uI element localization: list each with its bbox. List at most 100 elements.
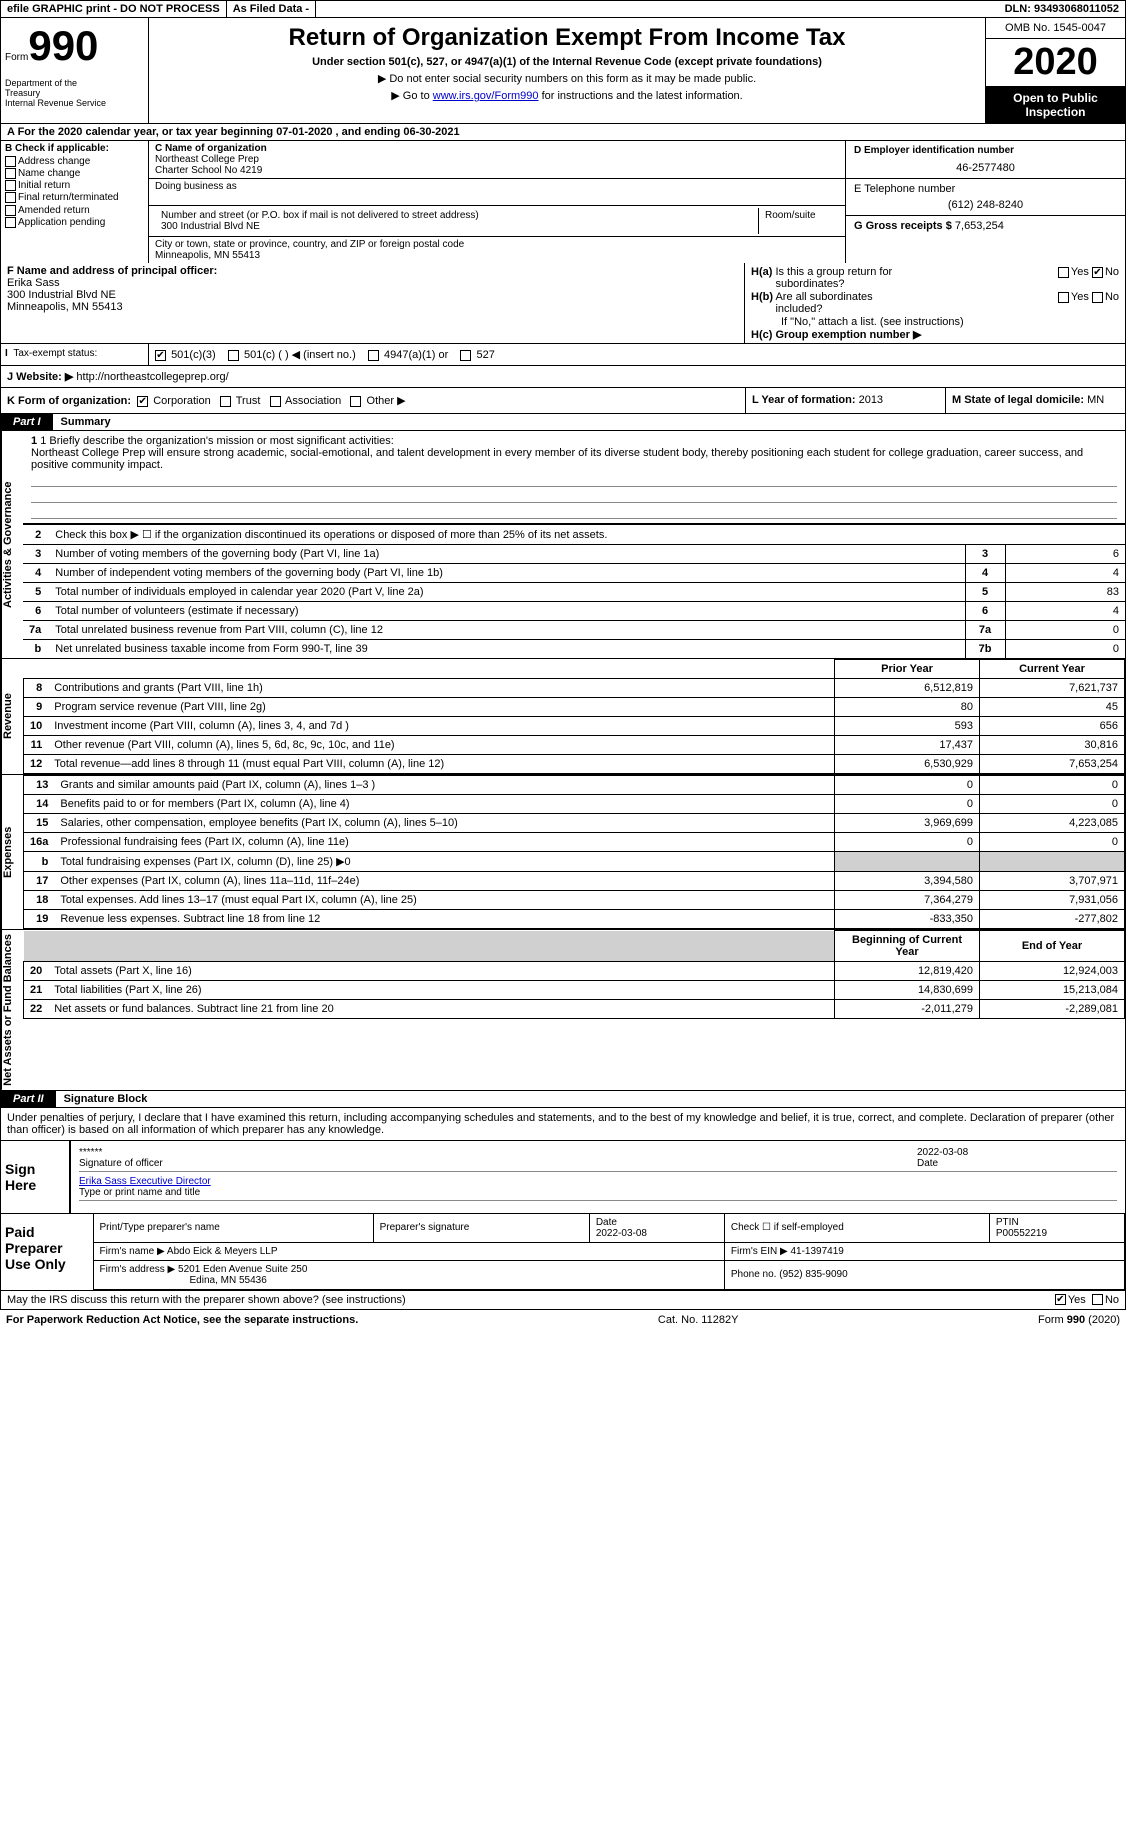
cat-no: Cat. No. 11282Y (658, 1314, 739, 1326)
note-link: ▶ Go to www.irs.gov/Form990 for instruct… (157, 89, 977, 102)
table-row: 20Total assets (Part X, line 16)12,819,4… (24, 962, 1125, 981)
sig-date-label: Date (917, 1158, 1117, 1169)
cb-4947[interactable] (368, 350, 379, 361)
table-row: 7aTotal unrelated business revenue from … (23, 621, 1125, 640)
summary-revenue: Revenue Prior YearCurrent Year 8Contribu… (0, 659, 1126, 775)
hb-line: H(b) Are all subordinates included? Yes … (751, 291, 1119, 315)
as-filed-label: As Filed Data - (227, 1, 316, 17)
table-row: 11Other revenue (Part VIII, column (A), … (24, 736, 1125, 755)
year-block: OMB No. 1545-0047 2020 Open to Public In… (985, 18, 1125, 123)
dba-label: Doing business as (155, 181, 839, 192)
irs-link[interactable]: www.irs.gov/Form990 (433, 90, 539, 102)
preparer-block: Paid Preparer Use Only Print/Type prepar… (0, 1214, 1126, 1291)
ha-yes[interactable] (1058, 267, 1069, 278)
org-name-1: Northeast College Prep (155, 154, 839, 165)
part2-label: Part II (1, 1091, 56, 1107)
cb-name-change[interactable]: Name change (5, 168, 144, 179)
col-b-checkboxes: B Check if applicable: Address change Na… (1, 141, 149, 263)
prep-date-cell: Date2022-03-08 (589, 1214, 724, 1243)
table-row: 22Net assets or fund balances. Subtract … (24, 1000, 1125, 1019)
ein-value: 46-2577480 (854, 162, 1117, 174)
cb-assoc[interactable] (270, 396, 281, 407)
table-row: 6Total number of volunteers (estimate if… (23, 602, 1125, 621)
table-row: 3Number of voting members of the governi… (23, 545, 1125, 564)
preparer-table: Print/Type preparer's name Preparer's si… (94, 1214, 1126, 1290)
discuss-q: May the IRS discuss this return with the… (7, 1294, 1055, 1306)
vlabel-governance: Activities & Governance (1, 431, 23, 658)
sign-here-block: Sign Here ****** Signature of officer 20… (0, 1141, 1126, 1214)
current-year-header: Current Year (980, 660, 1125, 679)
officer-name-label: Type or print name and title (79, 1187, 200, 1198)
row-j-website: J Website: ▶ http://northeastcollegeprep… (0, 366, 1126, 388)
cb-initial-return[interactable]: Initial return (5, 180, 144, 191)
header: Form 990 Department of theTreasuryIntern… (0, 18, 1126, 123)
discuss-yes[interactable] (1055, 1294, 1066, 1305)
vlabel-revenue: Revenue (1, 659, 23, 774)
form-number: 990 (28, 22, 98, 70)
cb-501c3[interactable] (155, 350, 166, 361)
hb-yes[interactable] (1058, 292, 1069, 303)
sig-date: 2022-03-08 (917, 1147, 1117, 1158)
prep-sig-header: Preparer's signature (373, 1214, 589, 1243)
dept-treasury: Department of theTreasuryInternal Revenu… (5, 78, 144, 108)
part1-header: Part I Summary (0, 414, 1126, 431)
cb-other[interactable] (350, 396, 361, 407)
preparer-label: Paid Preparer Use Only (1, 1214, 94, 1290)
dln-value: 93493068011052 (1034, 3, 1119, 15)
table-row: 9Program service revenue (Part VIII, lin… (24, 698, 1125, 717)
dba-cell: Doing business as (149, 179, 845, 206)
col-b-header: B Check if applicable: (5, 143, 144, 154)
cb-final-return[interactable]: Final return/terminated (5, 192, 144, 203)
hb-no[interactable] (1092, 292, 1103, 303)
prep-self-employed: Check ☐ if self-employed (724, 1214, 989, 1243)
dln: DLN: 93493068011052 (999, 1, 1125, 17)
part2-header: Part II Signature Block (0, 1091, 1126, 1108)
table-row: 12Total revenue—add lines 8 through 11 (… (24, 755, 1125, 774)
section-bcd: B Check if applicable: Address change Na… (0, 141, 1126, 263)
netassets-table: Beginning of Current YearEnd of Year 20T… (23, 930, 1125, 1019)
form-label: Form (5, 52, 28, 63)
cb-address-change[interactable]: Address change (5, 156, 144, 167)
cb-pending[interactable]: Application pending (5, 217, 144, 228)
table-row: 18Total expenses. Add lines 13–17 (must … (24, 891, 1125, 910)
discuss-no[interactable] (1092, 1294, 1103, 1305)
top-bar: efile GRAPHIC print - DO NOT PROCESS As … (0, 0, 1126, 18)
room-label: Room/suite (759, 208, 839, 234)
officer-name-link[interactable]: Erika Sass Executive Director (79, 1176, 211, 1187)
form-number-block: Form 990 Department of theTreasuryIntern… (1, 18, 149, 123)
org-name-2: Charter School No 4219 (155, 165, 839, 176)
hb-note: If "No," attach a list. (see instruction… (751, 316, 1119, 328)
line2: Check this box ▶ ☐ if the organization d… (49, 525, 1125, 545)
cb-amended[interactable]: Amended return (5, 205, 144, 216)
website-label: J Website: ▶ (7, 371, 73, 383)
cb-527[interactable] (460, 350, 471, 361)
cb-trust[interactable] (220, 396, 231, 407)
phone-label: E Telephone number (854, 183, 1117, 195)
prep-name-header: Print/Type preparer's name (94, 1214, 374, 1243)
omb-number: OMB No. 1545-0047 (986, 18, 1125, 39)
city-value: Minneapolis, MN 55413 (155, 250, 839, 261)
col-h-group: H(a) Is this a group return for subordin… (745, 263, 1125, 343)
firm-ein-cell: Firm's EIN ▶ 41-1397419 (724, 1242, 1124, 1260)
officer-addr1: 300 Industrial Blvd NE (7, 289, 738, 301)
table-row: 17Other expenses (Part IX, column (A), l… (24, 872, 1125, 891)
summary-netassets: Net Assets or Fund Balances Beginning of… (0, 930, 1126, 1091)
cb-501c[interactable] (228, 350, 239, 361)
note-ssn: ▶ Do not enter social security numbers o… (157, 72, 977, 85)
gross-value: 7,653,254 (955, 220, 1004, 232)
sig-stars: ****** (79, 1147, 917, 1158)
year-formation: L Year of formation: 2013 (745, 388, 945, 413)
ha-line: H(a) Is this a group return for subordin… (751, 266, 1119, 290)
phone-value: (612) 248-8240 (854, 199, 1117, 211)
signature-intro: Under penalties of perjury, I declare th… (0, 1108, 1126, 1141)
addr-value: 300 Industrial Blvd NE (161, 221, 752, 232)
note-pre: ▶ Go to (391, 90, 432, 102)
table-row: 13Grants and similar amounts paid (Part … (24, 776, 1125, 795)
ha-no[interactable] (1092, 267, 1103, 278)
governance-table: 2Check this box ▶ ☐ if the organization … (23, 524, 1125, 658)
website-url: http://northeastcollegeprep.org/ (76, 371, 228, 383)
gross-cell: G Gross receipts $ 7,653,254 (846, 216, 1125, 236)
ein-label: D Employer identification number (854, 145, 1117, 156)
table-row: bNet unrelated business taxable income f… (23, 640, 1125, 659)
cb-corp[interactable] (137, 396, 148, 407)
